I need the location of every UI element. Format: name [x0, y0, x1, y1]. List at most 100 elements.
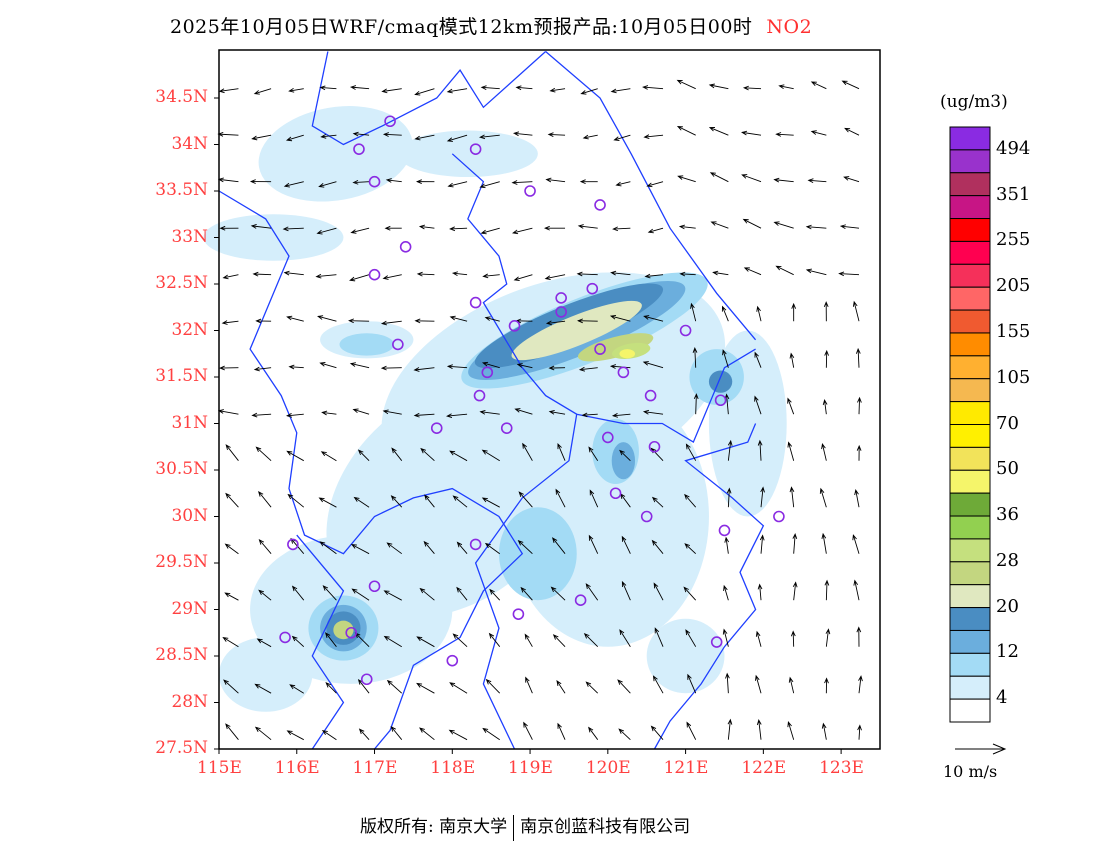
wind-arrow [722, 349, 729, 368]
wind-arrow [446, 88, 468, 94]
concentration-contour [339, 333, 394, 356]
wind-arrow [447, 181, 468, 188]
wind-arrow [479, 181, 500, 189]
wind-arrow [282, 226, 304, 232]
wind-arrow [787, 721, 795, 740]
wind-arrow [576, 271, 598, 277]
lon-label: 123E [819, 758, 864, 778]
wind-arrow [381, 88, 402, 94]
wind-arrow [357, 449, 370, 462]
lat-label: 34.5N [155, 87, 208, 107]
lon-label: 117E [352, 758, 398, 778]
wind-arrow [805, 268, 827, 276]
footer-divider [513, 814, 515, 841]
wind-arrow [319, 362, 337, 369]
wind-arrow [654, 627, 664, 647]
wind-arrow [723, 584, 729, 601]
wind-arrow [650, 725, 664, 740]
wind-arrow [773, 177, 794, 183]
wind-arrow [318, 181, 337, 188]
wind-arrow [484, 316, 500, 322]
colorbar-segment [949, 332, 991, 357]
wind-arrow [683, 586, 697, 601]
colorbar-label: 12 [996, 641, 1019, 663]
wind-arrow [515, 85, 533, 91]
wind-arrow [489, 588, 501, 601]
lat-label: 32N [171, 319, 208, 340]
station-marker [679, 324, 692, 337]
concentration-contour [218, 637, 313, 712]
station-marker [602, 431, 614, 444]
wind-arrow [545, 177, 566, 183]
wind-arrow [319, 85, 337, 91]
station-marker [500, 422, 513, 434]
wind-arrow [419, 727, 435, 741]
wind-arrow [255, 446, 272, 462]
wind-arrow [217, 177, 239, 183]
wind-arrow [288, 88, 304, 93]
province-boundaries [218, 51, 765, 750]
wind-arrow [316, 227, 337, 235]
wind-arrow [317, 315, 337, 322]
wind-arrow [513, 131, 533, 137]
wind-arrow [854, 488, 860, 508]
wind-arrow [556, 680, 566, 694]
wind-arrow [449, 315, 468, 322]
station-marker [469, 143, 482, 155]
wind-arrow [325, 682, 337, 694]
wind-arrow [485, 678, 501, 694]
lat-label: 31N [171, 412, 208, 433]
wind-arrow [520, 586, 533, 601]
wind-arrow [288, 364, 304, 370]
wind-arrow [727, 439, 733, 461]
wind-arrow [253, 366, 272, 372]
wind-arrow [251, 134, 272, 141]
wind-arrow [708, 127, 729, 136]
colorbar-segment [949, 172, 991, 197]
station-marker [353, 143, 365, 155]
monitoring-stations [279, 115, 785, 686]
wind-arrow [588, 534, 599, 554]
station-marker [718, 524, 731, 537]
boundary-line [451, 153, 756, 444]
wind-arrow [416, 271, 435, 277]
concentration-contour [646, 618, 725, 694]
wind-arrow [642, 85, 664, 90]
station-marker [594, 343, 606, 355]
wind-arrow [856, 444, 862, 461]
colorbar-label: 351 [996, 183, 1031, 205]
wind-arrow [414, 318, 435, 324]
title-text: 2025年10月05日WRF/cmaq模式12km预报产品:10月05日00时 [170, 16, 753, 38]
wind-arrow [524, 633, 533, 647]
wind-arrow [448, 729, 468, 741]
wind-arrow [517, 539, 533, 555]
wind-arrow [585, 681, 599, 694]
wind-arrow [352, 179, 370, 185]
lat-label: 30.5N [155, 459, 208, 479]
wind-arrow [543, 225, 566, 231]
wind-arrow [759, 534, 765, 554]
wind-arrow [481, 497, 500, 508]
wind-arrow [757, 583, 763, 601]
wind-arrow [480, 85, 500, 90]
wind-arrow [390, 495, 403, 508]
wind-arrow [621, 580, 631, 601]
colorbar-segment [949, 424, 991, 448]
wind-arrow [413, 412, 435, 418]
wind-arrow [773, 221, 794, 229]
lat-label: 31.5N [155, 366, 208, 386]
wind-arrow [611, 413, 631, 418]
wind-arrow [741, 130, 762, 136]
station-marker [473, 389, 486, 402]
wind-arrow [821, 532, 827, 554]
colorbar-segment [949, 263, 991, 288]
wind-arrow [857, 396, 862, 415]
concentration-contour [619, 349, 636, 359]
colorbar-segment [949, 218, 991, 242]
wind-arrow [742, 85, 762, 91]
wind-arrow [352, 408, 370, 415]
wind-arrow [858, 675, 863, 694]
colorbar-label: 155 [996, 320, 1031, 342]
wind-arrow [415, 179, 435, 184]
wind-arrow [582, 134, 598, 140]
